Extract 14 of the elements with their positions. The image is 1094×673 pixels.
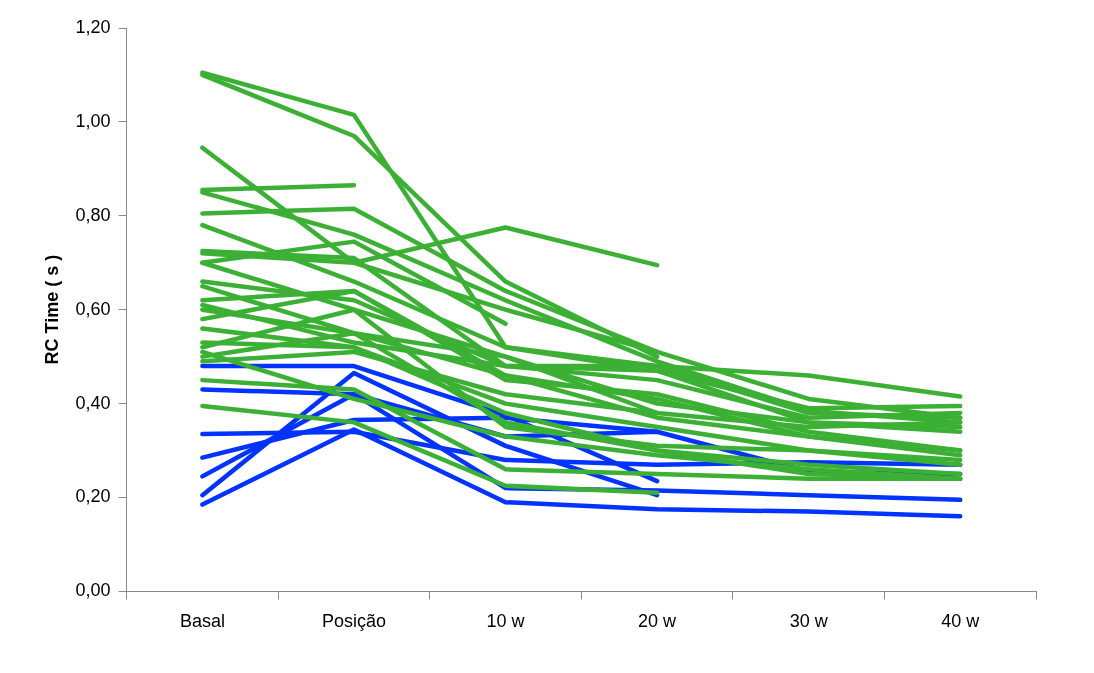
y-axis-title: RC Time ( s ): [41, 254, 62, 365]
y-tick-label: 0,20: [75, 486, 111, 507]
x-tick-label: Posição: [321, 611, 386, 632]
y-tick-label: 0,40: [75, 392, 111, 413]
y-tick-label: 0,60: [75, 298, 111, 319]
x-tick-label: Basal: [179, 611, 225, 632]
x-tick-label: 20 w: [638, 611, 678, 632]
y-tick-label: 0,80: [75, 204, 111, 225]
x-tick-label: 30 w: [789, 611, 829, 632]
x-tick-label: 10 w: [486, 611, 526, 632]
x-tick-label: 40 w: [941, 611, 981, 632]
y-tick-label: 1,00: [75, 110, 111, 131]
y-tick-label: 1,20: [75, 16, 111, 37]
y-tick-label: 0,00: [75, 580, 111, 601]
